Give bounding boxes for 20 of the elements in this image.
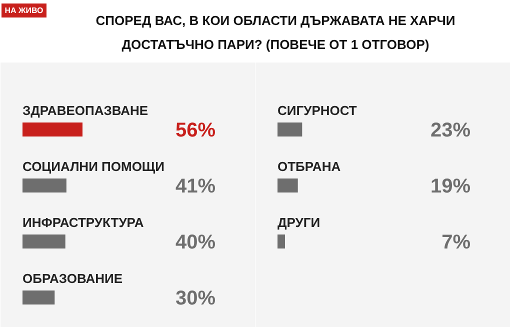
data-label: 40%	[175, 232, 216, 254]
y-tick-label: СОЦИАЛНИ ПОМОЩИ	[22, 159, 165, 174]
y-tick-label: ЗДРАВЕОПАЗВАНЕ	[22, 103, 148, 118]
data-label: 56%	[175, 120, 216, 142]
y-tick-label: ОБРАЗОВАНИЕ	[22, 271, 123, 286]
data-label: 7%	[442, 232, 471, 254]
data-label: 41%	[175, 176, 216, 198]
bar	[22, 178, 66, 192]
y-tick-label: СИГУРНОСТ	[278, 103, 357, 118]
data-label: 23%	[430, 120, 471, 142]
bar	[22, 290, 55, 304]
y-tick-label: ОТБРАНА	[278, 159, 342, 174]
y-tick-label: ИНФРАСТРУКТУРА	[22, 215, 144, 230]
y-tick-label: ДРУГИ	[278, 215, 320, 230]
data-label: 30%	[175, 288, 216, 310]
bar	[22, 122, 82, 136]
data-label: 19%	[430, 176, 471, 198]
text: СПОРЕД ВАС, В КОИ ОБЛАСТИ ДЪРЖАВАТА НЕ ХАРЧИ ДОСТАТЪЧНО ПАРИ? (ПОВЕЧЕ ОТ 1 ОТГОВОР)	[96, 13, 456, 52]
text: НА ЖИВО	[4, 6, 44, 15]
bar	[22, 234, 66, 248]
